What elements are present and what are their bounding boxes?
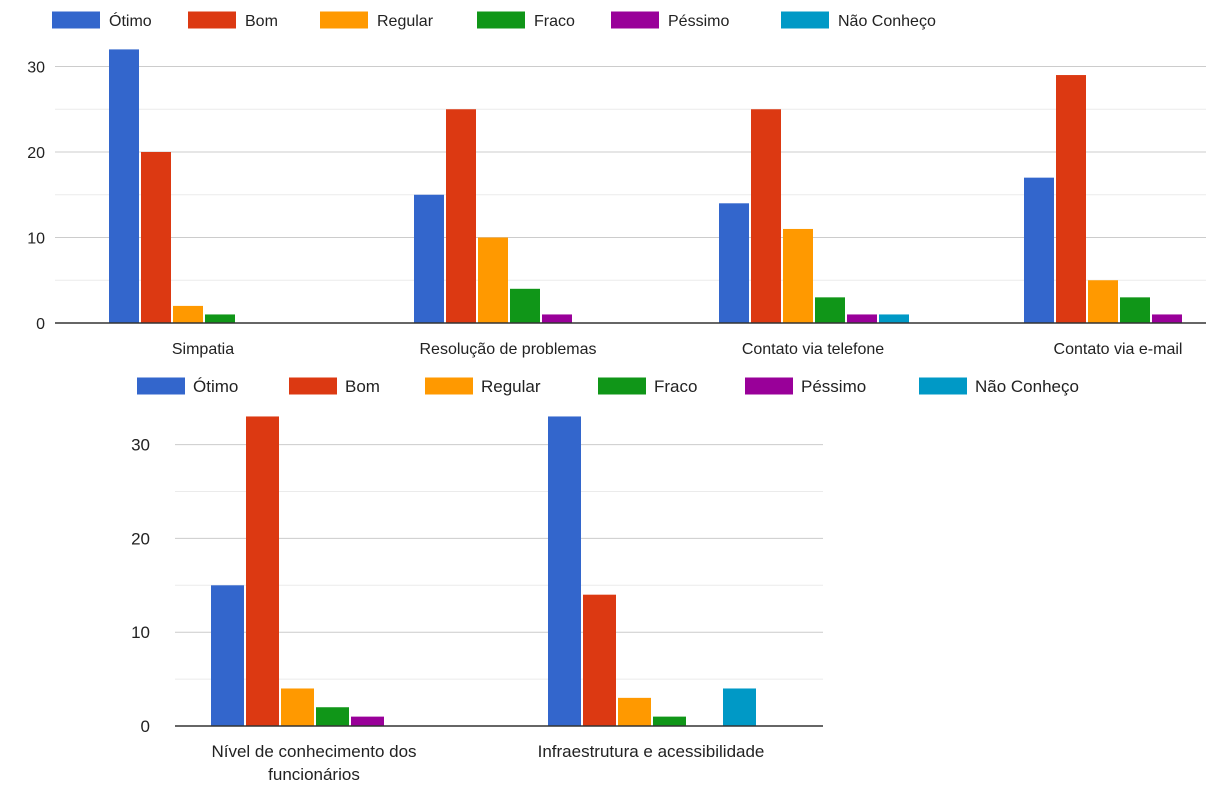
legend-swatch-6 <box>919 377 967 395</box>
y-tick-label-0-1: 10 <box>27 231 45 248</box>
legend-swatch-5 <box>745 377 793 395</box>
bar-0-3-4 <box>1152 314 1182 323</box>
bar-0-2-2 <box>783 228 813 323</box>
x-tick-label-0-0: Simpatia <box>172 341 234 358</box>
legend-label-1: Ótimo <box>109 11 152 30</box>
bar-0-3-3 <box>1120 297 1150 323</box>
bar-0-2-5 <box>879 314 909 323</box>
y-tick-label-0-2: 20 <box>27 145 45 162</box>
legend-swatch-1 <box>52 11 100 29</box>
y-tick-label-1-1: 10 <box>131 623 150 642</box>
legend-swatch-2 <box>289 377 337 395</box>
bar-1-1-0 <box>548 416 581 726</box>
bar-0-1-4 <box>542 314 572 323</box>
legend-label-6: Não Conheço <box>838 13 936 30</box>
y-tick-label-1-3: 30 <box>131 436 150 455</box>
bar-1-0-4 <box>351 716 384 726</box>
bar-0-3-2 <box>1088 280 1118 323</box>
bar-0-1-2 <box>478 237 508 323</box>
x-tick-label-1-0: Nível de conhecimento dos funcionários <box>211 742 416 784</box>
legend-swatch-6 <box>781 11 829 29</box>
bar-0-0-1 <box>141 152 171 323</box>
bar-1-0-2 <box>281 688 314 726</box>
bar-0-1-1 <box>446 109 476 323</box>
legend-swatch-1 <box>137 377 185 395</box>
bar-0-2-1 <box>751 109 781 323</box>
legend-label-2: Bom <box>245 13 278 30</box>
bar-1-1-1 <box>583 594 616 726</box>
legend-swatch-2 <box>188 11 236 29</box>
legend-swatch-3 <box>320 11 368 29</box>
y-tick-label-1-2: 20 <box>131 529 150 548</box>
legend-label-4: Fraco <box>654 377 697 396</box>
legend-label-5: Péssimo <box>668 13 729 30</box>
x-tick-label-0-3: Contato via e-mail <box>1054 341 1183 358</box>
bar-1-0-0 <box>211 585 244 726</box>
bar-0-1-0 <box>414 194 444 323</box>
legend-swatch-5 <box>611 11 659 29</box>
bar-0-3-1 <box>1056 75 1086 323</box>
bar-0-2-3 <box>815 297 845 323</box>
bar-1-1-2 <box>618 697 651 726</box>
bar-0-0-2 <box>173 305 203 323</box>
legend-label-2: Bom <box>345 377 380 396</box>
x-tick-label-1-1: Infraestrutura e acessibilidade <box>538 742 765 761</box>
bar-1-1-3 <box>653 716 686 726</box>
bar-1-0-3 <box>316 707 349 726</box>
legend-label-5: Péssimo <box>801 377 866 396</box>
legend-label-3: Regular <box>481 377 541 396</box>
bar-0-1-3 <box>510 288 540 323</box>
x-tick-label-0-1: Resolução de problemas <box>420 341 597 358</box>
y-tick-label-1-0: 0 <box>141 717 150 736</box>
legend-swatch-3 <box>425 377 473 395</box>
bar-0-0-0 <box>109 49 139 324</box>
y-tick-label-0-0: 0 <box>36 316 45 333</box>
x-tick-label-0-2: Contato via telefone <box>742 341 884 358</box>
bar-1-0-1 <box>246 416 279 726</box>
legend-label-6: Não Conheço <box>975 377 1079 396</box>
bar-1-1-5 <box>723 688 756 726</box>
legend-label-4: Fraco <box>534 13 575 30</box>
bar-0-2-0 <box>719 203 749 323</box>
bar-0-2-4 <box>847 314 877 323</box>
legend-label-3: Regular <box>377 13 434 30</box>
legend-swatch-4 <box>598 377 646 395</box>
bar-0-0-3 <box>205 314 235 323</box>
legend-swatch-4 <box>477 11 525 29</box>
y-tick-label-0-3: 30 <box>27 60 45 77</box>
bar-0-3-0 <box>1024 177 1054 323</box>
legend-label-1: Ótimo <box>193 377 238 396</box>
